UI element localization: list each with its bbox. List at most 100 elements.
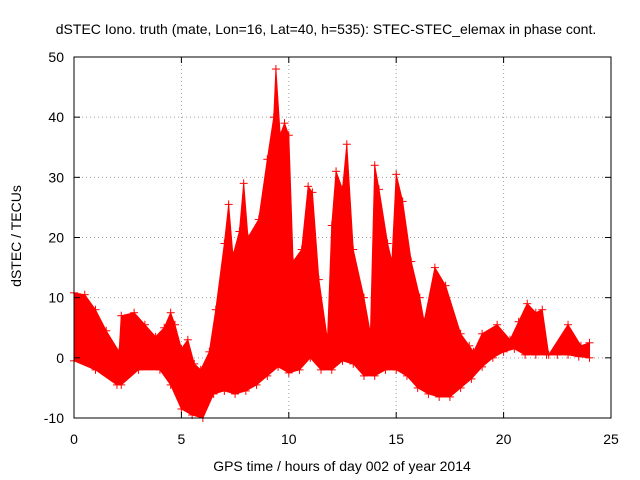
data-point <box>521 350 530 359</box>
data-point <box>435 392 444 401</box>
data-point <box>284 131 293 140</box>
data-point <box>252 380 261 389</box>
data-point <box>263 371 272 380</box>
data-point <box>413 383 422 392</box>
data-point <box>424 389 433 398</box>
data-point <box>574 352 583 361</box>
data-point <box>166 380 175 389</box>
x-tick-label: 15 <box>388 431 404 447</box>
data-point <box>398 197 407 206</box>
y-tick-label: 0 <box>56 350 64 366</box>
data-point <box>359 371 368 380</box>
data-point <box>523 299 532 308</box>
data-point <box>531 350 540 359</box>
y-tick-label: 20 <box>48 230 64 246</box>
data-point <box>488 353 497 362</box>
data-point <box>370 371 379 380</box>
data-point <box>456 329 465 338</box>
data-point <box>402 371 411 380</box>
data-point <box>467 374 476 383</box>
data-point <box>297 245 306 254</box>
data-point <box>553 350 562 359</box>
y-tick-label: -10 <box>44 410 64 426</box>
data-point <box>289 257 298 266</box>
data-point <box>392 365 401 374</box>
data-point <box>91 305 100 314</box>
data-point <box>469 347 478 356</box>
data-point <box>564 320 573 329</box>
data-point <box>91 365 100 374</box>
data-point <box>359 293 368 302</box>
data-point <box>117 380 126 389</box>
data-point <box>196 365 205 374</box>
data-point <box>308 188 317 197</box>
data-point <box>338 185 347 194</box>
data-point <box>177 344 186 353</box>
data-point <box>170 320 179 329</box>
data-point <box>323 335 332 344</box>
data-point <box>241 386 250 395</box>
data-point <box>284 368 293 377</box>
data-point <box>538 305 547 314</box>
data-point <box>576 341 585 350</box>
data-point <box>117 311 126 320</box>
data-point <box>499 347 508 356</box>
data-point <box>190 359 199 368</box>
data-point <box>271 65 280 74</box>
x-tick-label: 25 <box>603 431 619 447</box>
data-point <box>585 338 594 347</box>
data-point <box>478 362 487 371</box>
data-point <box>349 245 358 254</box>
data-point <box>342 140 351 149</box>
axes: 0 5 10 15 20 25 -10 0 10 20 30 40 50 <box>44 49 619 447</box>
data-point <box>166 308 175 317</box>
data-point <box>445 392 454 401</box>
data-point <box>205 347 214 356</box>
data-point <box>420 317 429 326</box>
data-markers <box>70 65 594 422</box>
chart-title: dSTEC Iono. truth (mate, Lon=16, Lat=40,… <box>56 21 596 37</box>
y-tick-label: 10 <box>48 290 64 306</box>
y-tick-label: 30 <box>48 169 64 185</box>
data-point <box>243 233 252 242</box>
data-point <box>407 257 416 266</box>
x-tick-label: 20 <box>496 431 512 447</box>
data-point <box>332 167 341 176</box>
data-point <box>514 317 523 326</box>
x-axis-label: GPS time / hours of day 002 of year 2014 <box>213 458 471 474</box>
data-point <box>80 290 89 299</box>
data-point <box>304 182 313 191</box>
data-point <box>130 308 139 317</box>
data-point <box>327 365 336 374</box>
data-point <box>338 356 347 365</box>
data-point <box>235 227 244 236</box>
data-point <box>254 215 263 224</box>
data-point <box>314 275 323 284</box>
data-point <box>115 347 124 356</box>
data-point <box>306 353 315 362</box>
data-point <box>220 239 229 248</box>
data-point <box>134 365 143 374</box>
data-point <box>415 293 424 302</box>
x-tick-label: 5 <box>178 431 186 447</box>
data-point <box>531 308 540 317</box>
data-point <box>387 257 396 266</box>
data-point <box>317 365 326 374</box>
data-point <box>327 221 336 230</box>
data-point <box>209 389 218 398</box>
data-point <box>183 335 192 344</box>
data-point <box>430 263 439 272</box>
data-point <box>160 323 169 332</box>
y-tick-label: 40 <box>48 109 64 125</box>
data-point <box>381 365 390 374</box>
data-point <box>102 326 111 335</box>
data-point <box>510 344 519 353</box>
data-point <box>228 251 237 260</box>
data-point <box>441 281 450 290</box>
x-tick-label: 0 <box>70 431 78 447</box>
data-point <box>564 350 573 359</box>
data-point <box>370 161 379 170</box>
data-point <box>456 383 465 392</box>
data-point <box>542 350 551 359</box>
